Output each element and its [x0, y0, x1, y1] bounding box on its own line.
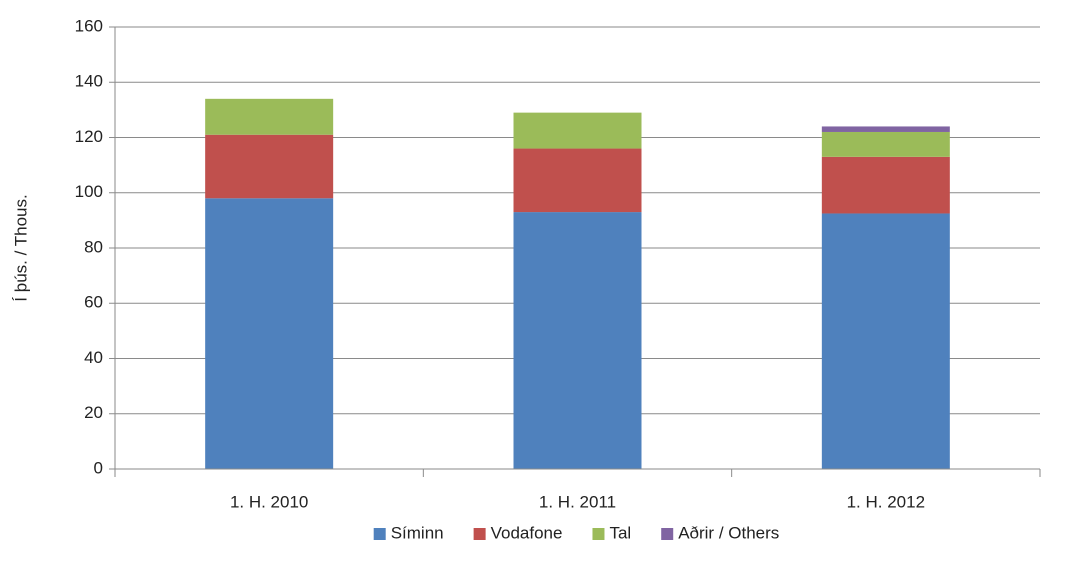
y-tick-label: 40 — [84, 348, 103, 367]
bar — [821, 213, 950, 469]
y-tick-label: 160 — [75, 16, 103, 35]
legend-label: Tal — [609, 523, 631, 542]
bar — [821, 131, 950, 157]
bar — [513, 212, 642, 469]
y-tick-label: 100 — [75, 182, 103, 201]
bar — [205, 98, 334, 135]
bar — [821, 156, 950, 214]
x-tick-label: 1. H. 2011 — [539, 492, 616, 511]
bar — [821, 126, 950, 132]
bar — [513, 112, 642, 149]
y-axis-label: Í þús. / Thous. — [11, 194, 30, 301]
bar — [513, 148, 642, 213]
legend-swatch — [473, 528, 486, 540]
y-tick-label: 0 — [94, 458, 103, 477]
bar — [205, 198, 334, 469]
x-tick-label: 1. H. 2012 — [847, 492, 925, 511]
legend-swatch — [661, 528, 674, 540]
y-tick-label: 140 — [75, 72, 103, 91]
y-tick-label: 120 — [75, 127, 103, 146]
legend-label: Síminn — [391, 523, 444, 542]
legend-swatch — [592, 528, 605, 540]
bar — [205, 134, 334, 199]
y-tick-label: 80 — [84, 237, 103, 256]
y-tick-label: 60 — [84, 293, 103, 312]
legend-swatch — [373, 528, 386, 540]
x-tick-label: 1. H. 2010 — [230, 492, 308, 511]
legend-label: Aðrir / Others — [678, 523, 779, 542]
legend-label: Vodafone — [491, 523, 563, 542]
y-tick-label: 20 — [84, 403, 103, 422]
